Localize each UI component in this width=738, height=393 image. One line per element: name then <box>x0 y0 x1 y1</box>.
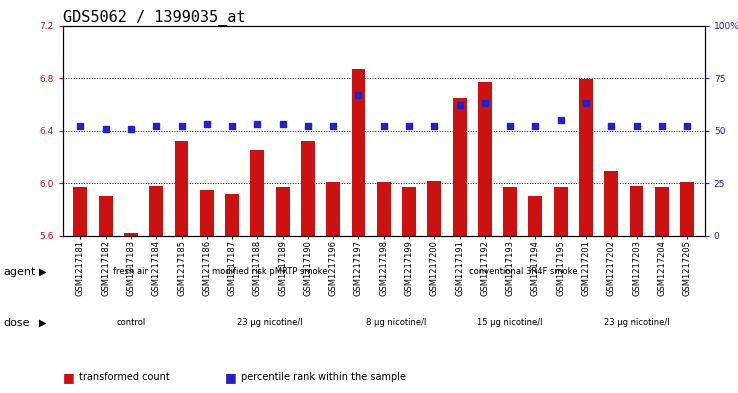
Bar <box>528 196 542 236</box>
Bar <box>124 233 138 236</box>
Point <box>100 125 111 132</box>
Text: control: control <box>117 318 145 327</box>
Bar <box>554 187 568 236</box>
Point <box>75 123 86 130</box>
Bar <box>74 187 87 236</box>
Point <box>580 100 592 107</box>
Text: agent: agent <box>4 267 36 277</box>
Point <box>277 121 289 127</box>
Bar <box>655 187 669 236</box>
Text: modified risk pMRTP smoke: modified risk pMRTP smoke <box>213 267 328 276</box>
Bar <box>604 171 618 236</box>
Text: conventional 3R4F smoke: conventional 3R4F smoke <box>469 267 577 276</box>
Text: transformed count: transformed count <box>79 372 170 382</box>
Bar <box>276 187 289 236</box>
Point <box>302 123 314 130</box>
Bar <box>402 187 416 236</box>
Point <box>327 123 339 130</box>
Point <box>353 92 365 98</box>
Bar <box>99 196 113 236</box>
Bar <box>301 141 315 236</box>
Bar <box>326 182 340 236</box>
Bar <box>630 186 644 236</box>
Text: 23 μg nicotine/l: 23 μg nicotine/l <box>237 318 303 327</box>
Bar <box>175 141 188 236</box>
Text: GDS5062 / 1399035_at: GDS5062 / 1399035_at <box>63 10 245 26</box>
Bar <box>478 82 492 236</box>
Text: percentile rank within the sample: percentile rank within the sample <box>241 372 407 382</box>
Bar <box>377 182 390 236</box>
Point <box>201 121 213 127</box>
Point <box>681 123 693 130</box>
Point <box>605 123 617 130</box>
Text: 23 μg nicotine/l: 23 μg nicotine/l <box>604 318 669 327</box>
Bar <box>503 187 517 236</box>
Point <box>226 123 238 130</box>
Bar <box>579 79 593 236</box>
Point <box>530 123 542 130</box>
Text: ▶: ▶ <box>39 318 46 328</box>
Point <box>151 123 162 130</box>
Bar <box>427 181 441 236</box>
Text: ■: ■ <box>63 371 75 384</box>
Text: ▶: ▶ <box>39 267 46 277</box>
Bar <box>452 98 466 236</box>
Point <box>252 121 263 127</box>
Bar <box>225 194 239 236</box>
Bar <box>680 182 694 236</box>
Point <box>125 125 137 132</box>
Point <box>176 123 187 130</box>
Text: 15 μg nicotine/l: 15 μg nicotine/l <box>477 318 543 327</box>
Text: 8 μg nicotine/l: 8 μg nicotine/l <box>366 318 427 327</box>
Text: ■: ■ <box>225 371 237 384</box>
Point <box>555 117 567 123</box>
Bar <box>200 190 214 236</box>
Point <box>378 123 390 130</box>
Bar <box>250 151 264 236</box>
Text: dose: dose <box>4 318 30 328</box>
Point <box>403 123 415 130</box>
Bar <box>149 186 163 236</box>
Point <box>631 123 643 130</box>
Bar <box>351 69 365 236</box>
Point <box>454 102 466 108</box>
Point <box>656 123 668 130</box>
Point <box>479 100 491 107</box>
Point <box>429 123 441 130</box>
Point <box>504 123 516 130</box>
Text: fresh air: fresh air <box>114 267 148 276</box>
